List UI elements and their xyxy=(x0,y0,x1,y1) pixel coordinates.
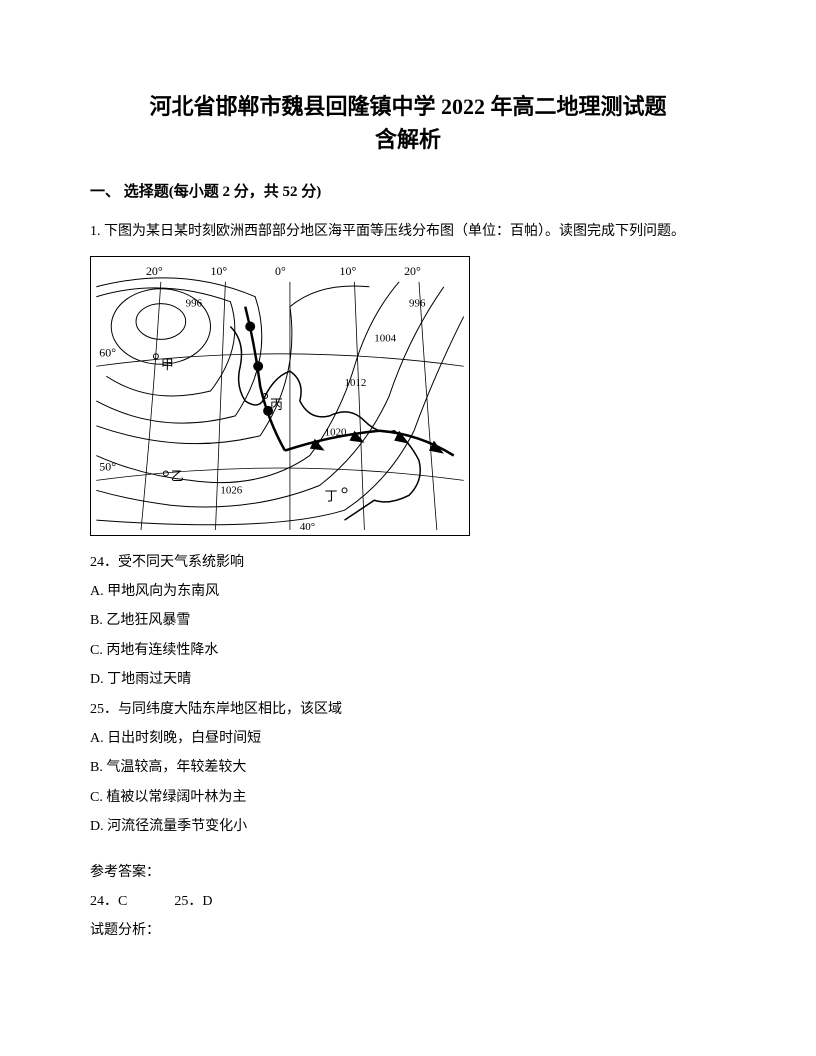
isobar-value: 1004 xyxy=(374,332,396,344)
q25-option-a: A. 日出时刻晚，白昼时间短 xyxy=(90,724,726,753)
q24-option-a: A. 甲地风向为东南风 xyxy=(90,577,726,606)
lon-label: 20° xyxy=(404,263,421,277)
meridian xyxy=(141,281,161,529)
exam-title: 河北省邯郸市魏县回隆镇中学 2022 年高二地理测试题 含解析 xyxy=(90,90,726,156)
point-label-bing: 丙 xyxy=(270,398,283,412)
lat-label: 50° xyxy=(99,459,116,473)
front-semicircle xyxy=(245,321,255,331)
meridian xyxy=(354,281,364,529)
q25-option-d: D. 河流径流量季节变化小 xyxy=(90,812,726,841)
answer-values: 24．C 25．D xyxy=(90,887,726,916)
ans-24: 24．C xyxy=(90,894,127,909)
point-marker xyxy=(163,471,168,476)
isobar-value: 996 xyxy=(186,297,203,309)
lat-label: 60° xyxy=(99,345,116,359)
point-label-jia: 甲 xyxy=(161,358,174,372)
q24-option-d: D. 丁地雨过天晴 xyxy=(90,665,726,694)
meridian xyxy=(419,281,437,529)
lon-label: 20° xyxy=(146,263,163,277)
question-1-intro: 1. 下图为某日某时刻欧洲西部部分地区海平面等压线分布图（单位：百帕）。读图完成… xyxy=(90,219,726,246)
front-semicircle xyxy=(253,361,263,371)
isobar-value: 996 xyxy=(409,297,426,309)
lon-label: 10° xyxy=(340,263,357,277)
q25-option-b: B. 气温较高，年较差较大 xyxy=(90,753,726,782)
q24-option-c: C. 丙地有连续性降水 xyxy=(90,636,726,665)
isobar xyxy=(96,277,261,422)
isobar-value: 1012 xyxy=(345,377,367,389)
map-svg: 20° 10° 0° 10° 20° 60° 50° 996 99 xyxy=(91,257,469,535)
isobar-value: 1026 xyxy=(220,484,242,496)
cold-front xyxy=(285,430,454,455)
title-line-2: 含解析 xyxy=(90,123,726,156)
q24-stem: 24．受不同天气系统影响 xyxy=(90,548,726,577)
point-label-yi: 乙 xyxy=(171,469,184,483)
lon-label: 10° xyxy=(211,263,228,277)
point-label-ding: 丁 xyxy=(325,489,338,503)
ans-25: 25．D xyxy=(174,894,212,909)
parallel xyxy=(96,353,463,365)
lat-label-bottom: 40° xyxy=(300,521,315,533)
answer-header: 参考答案： xyxy=(90,858,726,887)
q24-option-b: B. 乙地狂风暴雪 xyxy=(90,606,726,635)
isobar xyxy=(136,303,186,339)
analysis-label: 试题分析： xyxy=(90,916,726,945)
title-line-1: 河北省邯郸市魏县回隆镇中学 2022 年高二地理测试题 xyxy=(90,90,726,123)
point-marker xyxy=(342,487,347,492)
lon-label: 0° xyxy=(275,263,286,277)
section-header: 一、 选择题(每小题 2 分，共 52 分) xyxy=(90,180,726,201)
q25-stem: 25．与同纬度大陆东岸地区相比，该区域 xyxy=(90,695,726,724)
isobar-map: 20° 10° 0° 10° 20° 60° 50° 996 99 xyxy=(90,256,470,536)
q25-option-c: C. 植被以常绿阔叶林为主 xyxy=(90,783,726,812)
